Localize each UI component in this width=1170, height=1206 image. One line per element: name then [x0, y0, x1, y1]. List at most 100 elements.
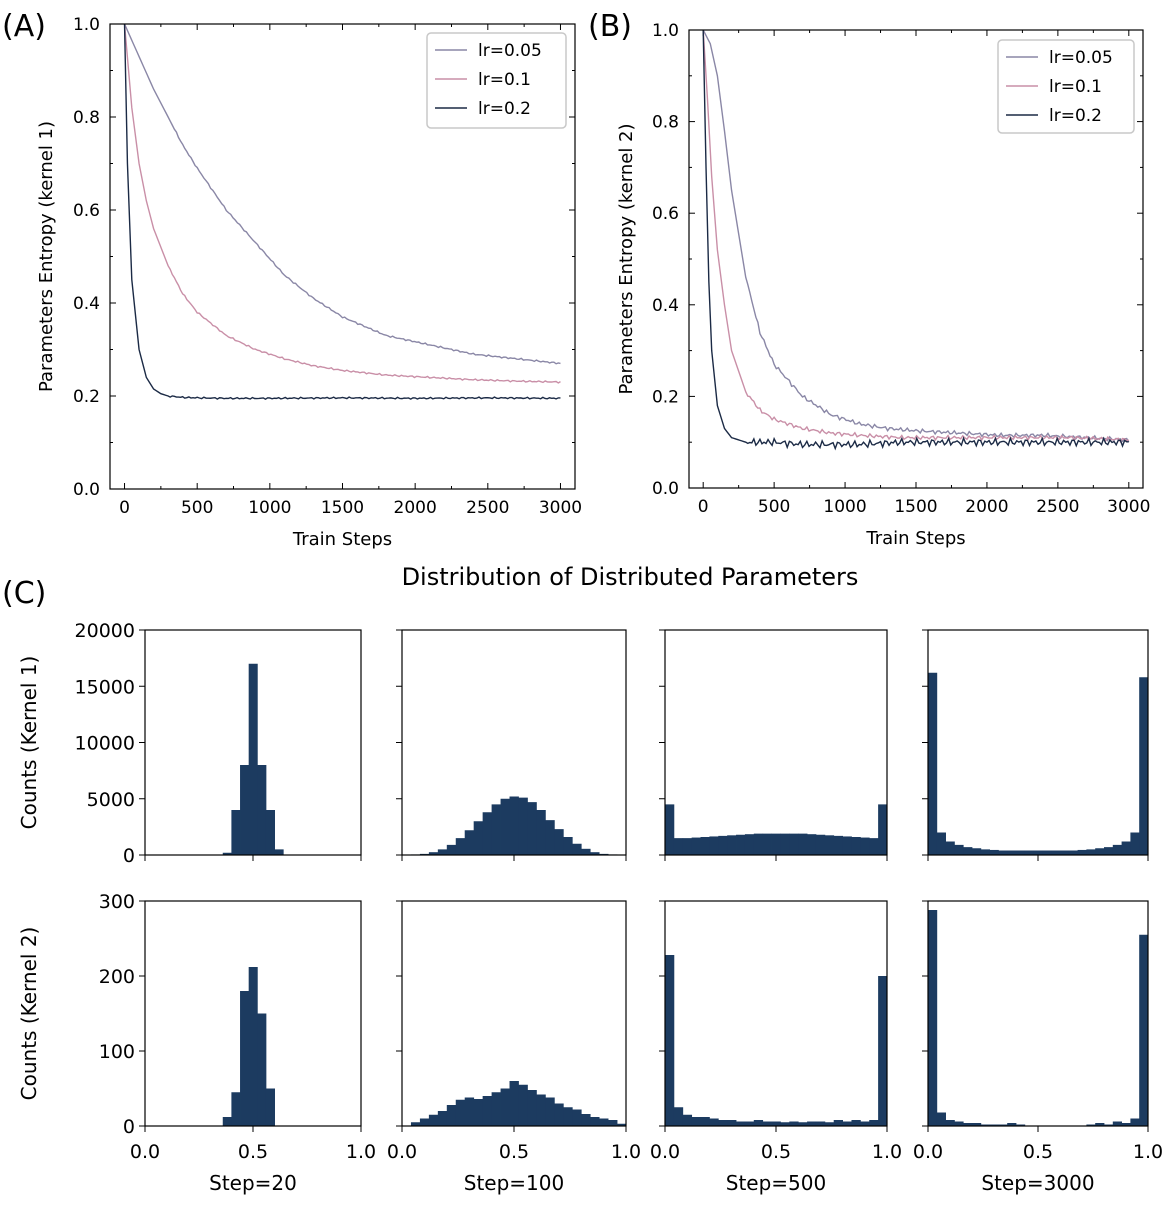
y-tick-label: 0.6 [73, 201, 100, 221]
hist-x-tick-label: 0.0 [387, 1141, 417, 1163]
hist-bar [483, 812, 492, 855]
hist-y-axis-label: Counts (Kernel 2) [17, 927, 41, 1101]
hist-bar [772, 834, 781, 855]
hist-bar [789, 834, 798, 855]
hist-x-axis-label: Step=100 [464, 1171, 564, 1195]
hist-bar [438, 1111, 447, 1126]
hist-bar [789, 1122, 798, 1127]
hist-bar [727, 1120, 736, 1126]
hist-bar [465, 830, 474, 855]
hist-bar [1025, 851, 1034, 856]
hist-bar [275, 849, 284, 855]
hist-bar [447, 1105, 456, 1126]
hist-bar [1130, 833, 1139, 856]
hist-bar [807, 834, 816, 855]
y-tick-label: 0.0 [652, 479, 679, 499]
hist-bar [954, 845, 963, 855]
hist-frame [928, 630, 1148, 855]
hist-bar [834, 1120, 843, 1126]
hist-bar [869, 838, 878, 855]
hist-bar [825, 835, 834, 855]
y-tick-label: 1.0 [652, 21, 679, 41]
hist-bar [665, 955, 674, 1126]
y-tick-label: 0.4 [652, 296, 679, 316]
hist-bar [518, 1085, 527, 1126]
hist-bar [1104, 847, 1113, 855]
hist-bar [878, 804, 887, 855]
hist-bar [754, 1120, 763, 1126]
hist-bar [834, 836, 843, 855]
hist-bar [501, 799, 510, 855]
hist-bar [1042, 851, 1051, 856]
hist-bar [456, 838, 465, 855]
hist-bar [536, 810, 545, 855]
hist-bar [563, 1107, 572, 1126]
hist-bar [1139, 935, 1148, 1126]
hist-x-tick-label: 0.0 [913, 1141, 943, 1163]
y-tick-label: 0.2 [73, 387, 100, 407]
hist-bar [1130, 1119, 1139, 1127]
hist-bar [701, 837, 710, 855]
hist-bar [1078, 850, 1087, 855]
hist-x-tick-label: 0.5 [1023, 1141, 1053, 1163]
x-tick-label: 3000 [1107, 497, 1150, 517]
hist-y-tick-label: 0 [123, 845, 135, 867]
legend-label-2: lr=0.2 [478, 99, 531, 119]
hist-bar [843, 1122, 852, 1127]
hist-y-tick-label: 10000 [75, 733, 135, 755]
hist-bar [736, 835, 745, 855]
legend-label-0: lr=0.05 [478, 41, 542, 61]
hist-bar [736, 1122, 745, 1127]
hist-bar [572, 1110, 581, 1127]
hist-bar [928, 910, 937, 1126]
x-tick-label: 1500 [894, 497, 937, 517]
hist-bar [709, 1119, 718, 1127]
hist-bar [1086, 849, 1095, 855]
hist-bar [972, 848, 981, 855]
hist-x-tick-label: 1.0 [872, 1141, 902, 1163]
hist-x-axis-label: Step=500 [726, 1171, 826, 1195]
hist-x-axis-label: Step=3000 [981, 1171, 1094, 1195]
hist-bar [456, 1100, 465, 1126]
hist-bar [510, 797, 519, 856]
hist-bar [990, 850, 999, 855]
hist-bar [763, 834, 772, 855]
hist-panel-Step-3000 [922, 630, 1148, 861]
hist-x-tick-label: 0.5 [238, 1141, 268, 1163]
x-tick-label: 2500 [466, 498, 509, 518]
hist-frame [665, 630, 887, 855]
y-tick-label: 0.4 [73, 294, 100, 314]
hist-bar [554, 1104, 563, 1127]
hist-y-tick-label: 5000 [87, 789, 135, 811]
hist-bar [674, 1107, 683, 1126]
hist-bar [257, 1014, 266, 1127]
hist-bar [492, 804, 501, 855]
hist-y-axis-label: Counts (Kernel 1) [17, 656, 41, 830]
x-tick-label: 0 [119, 498, 130, 518]
hist-bar [946, 1120, 955, 1126]
hist-bar [718, 1120, 727, 1126]
hist-y-tick-label: 0 [123, 1116, 135, 1138]
hist-bar [240, 991, 249, 1126]
hist-bar [257, 765, 266, 855]
hist-bar [1122, 842, 1131, 856]
legend-label-1: lr=0.1 [478, 70, 531, 90]
hist-x-tick-label: 0.5 [761, 1141, 791, 1163]
hist-bar [816, 1122, 825, 1127]
hist-bar [701, 1117, 710, 1126]
hist-bar [608, 1120, 617, 1126]
hist-bar [727, 835, 736, 855]
hist-bar [554, 829, 563, 855]
hist-bar [928, 673, 937, 855]
hist-bar [266, 1089, 275, 1127]
hist-bar [869, 1120, 878, 1126]
hist-x-axis-label: Step=20 [209, 1171, 297, 1195]
hist-bar [860, 1122, 869, 1127]
x-tick-label: 2500 [1036, 497, 1079, 517]
